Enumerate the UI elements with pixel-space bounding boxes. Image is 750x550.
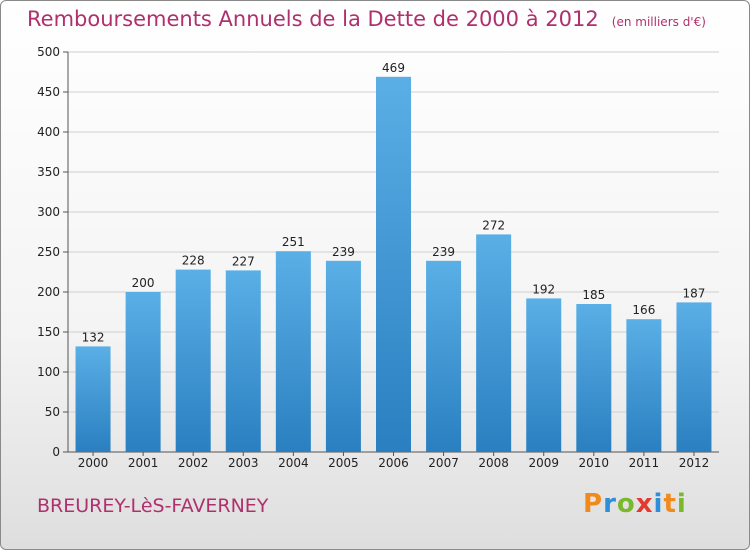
- brand-letter: x: [635, 489, 654, 519]
- bars: [75, 76, 712, 453]
- x-tick-label: 2010: [579, 456, 610, 470]
- x-tick-label: 2007: [428, 456, 459, 470]
- bar: [275, 251, 311, 452]
- bar: [676, 302, 712, 452]
- bar: [125, 292, 161, 452]
- y-tick-label: 300: [37, 205, 60, 219]
- data-label: 187: [683, 286, 706, 300]
- x-tick-label: 2003: [228, 456, 259, 470]
- y-tick-label: 350: [37, 165, 60, 179]
- x-tick-label: 2011: [629, 456, 660, 470]
- x-tick-label: 2002: [178, 456, 209, 470]
- bar: [175, 269, 211, 452]
- commune-name: BREUREY-LèS-FAVERNEY: [37, 495, 269, 517]
- y-tick-label: 50: [45, 405, 60, 419]
- x-tick-label: 2009: [528, 456, 559, 470]
- chart-subtitle: (en milliers d'€): [611, 15, 706, 29]
- labels: 0 50 100 150 200 250 300 350 400 450 500 132 2000 200…: [37, 45, 709, 470]
- y-tick-label: 0: [52, 445, 60, 459]
- brand-logo: Proxiti: [583, 489, 687, 519]
- y-tick-label: 450: [37, 85, 60, 99]
- bar: [225, 270, 261, 452]
- y-tick-label: 250: [37, 245, 60, 259]
- x-tick-label: 2001: [128, 456, 159, 470]
- bar: [626, 319, 662, 452]
- x-tick-label: 2006: [378, 456, 409, 470]
- data-label: 132: [82, 330, 105, 344]
- title-row: Remboursements Annuels de la Dette de 20…: [27, 7, 706, 31]
- data-label: 239: [432, 245, 455, 259]
- y-tick-label: 500: [37, 45, 60, 59]
- x-tick-label: 2005: [328, 456, 359, 470]
- bar: [576, 304, 612, 452]
- data-label: 192: [532, 282, 555, 296]
- bar: [75, 346, 111, 452]
- data-label: 166: [632, 303, 655, 317]
- data-label: 251: [282, 235, 305, 249]
- bar: [325, 260, 361, 452]
- brand-letter: r: [603, 489, 617, 519]
- brand-letter: t: [663, 489, 677, 519]
- x-tick-label: 2004: [278, 456, 309, 470]
- x-tick-label: 2000: [78, 456, 109, 470]
- brand-letter: P: [583, 489, 604, 519]
- y-tick-label: 100: [37, 365, 60, 379]
- data-label: 185: [582, 288, 605, 302]
- y-tick-label: 400: [37, 125, 60, 139]
- brand-letter: i: [676, 489, 687, 519]
- data-label: 272: [482, 218, 505, 232]
- data-label: 239: [332, 245, 355, 259]
- brand-letter: i: [653, 489, 664, 519]
- data-label: 227: [232, 254, 255, 268]
- data-label: 469: [382, 61, 405, 75]
- y-tick-label: 150: [37, 325, 60, 339]
- bar: [476, 234, 512, 452]
- x-tick-label: 2008: [478, 456, 509, 470]
- bar: [526, 298, 562, 452]
- bar: [426, 260, 462, 452]
- data-label: 200: [132, 276, 155, 290]
- y-tick-label: 200: [37, 285, 60, 299]
- bar: [376, 76, 411, 453]
- data-label: 228: [182, 254, 205, 268]
- brand-letter: o: [616, 489, 636, 519]
- chart-title: Remboursements Annuels de la Dette de 20…: [27, 7, 599, 31]
- x-tick-label: 2012: [679, 456, 710, 470]
